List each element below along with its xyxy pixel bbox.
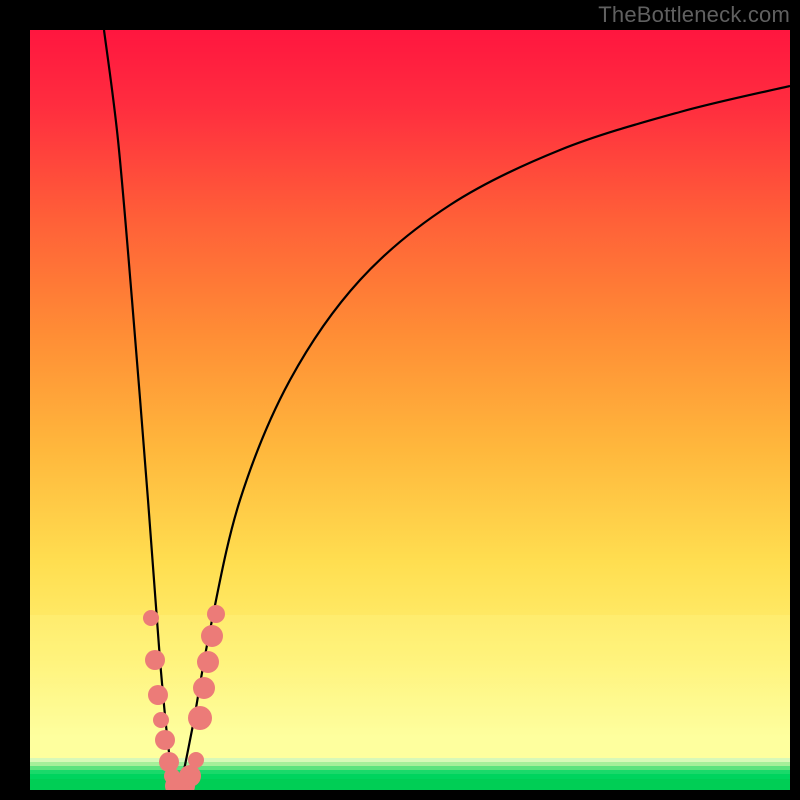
green-band — [30, 758, 790, 790]
data-marker — [207, 605, 225, 623]
data-marker — [179, 765, 201, 787]
data-marker — [155, 730, 175, 750]
data-marker — [148, 685, 168, 705]
data-marker — [193, 677, 215, 699]
data-marker — [145, 650, 165, 670]
data-marker — [153, 712, 169, 728]
data-marker — [197, 651, 219, 673]
data-marker — [188, 706, 212, 730]
highlight-band — [30, 615, 790, 758]
data-marker — [143, 610, 159, 626]
bottleneck-chart — [0, 0, 800, 800]
data-marker — [201, 625, 223, 647]
watermark-text: TheBottleneck.com — [598, 2, 790, 28]
data-marker — [188, 752, 204, 768]
chart-container: TheBottleneck.com — [0, 0, 800, 800]
